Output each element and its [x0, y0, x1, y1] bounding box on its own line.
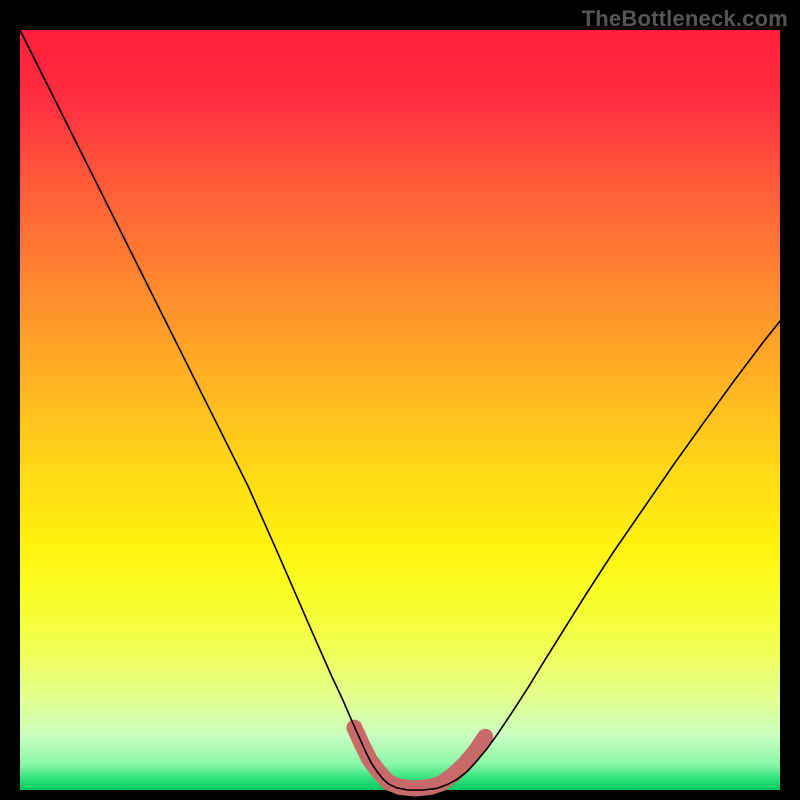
highlight-curve — [354, 728, 485, 789]
watermark-text: TheBottleneck.com — [582, 6, 788, 32]
plot-area — [20, 30, 780, 790]
bottleneck-curve — [20, 30, 780, 790]
chart-svg — [20, 30, 780, 790]
stage: TheBottleneck.com — [0, 0, 800, 800]
